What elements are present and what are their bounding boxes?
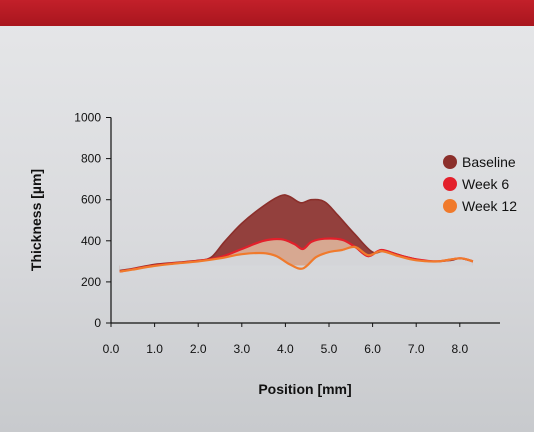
y-tick-label: 0 (94, 316, 101, 330)
y-axis-title: Thickness [µm] (28, 169, 44, 271)
legend: Baseline Week 6 Week 12 (443, 154, 517, 214)
x-axis-title: Position [mm] (258, 381, 351, 397)
legend-marker (443, 199, 457, 213)
x-tick-label: 6.0 (364, 342, 381, 356)
week-12-area (119, 246, 473, 272)
x-tick-label: 7.0 (408, 342, 425, 356)
x-tick-label: 0.0 (103, 342, 120, 356)
header-bar (0, 0, 534, 26)
y-tick-label: 800 (81, 152, 101, 166)
legend-marker (443, 177, 457, 191)
legend-label: Week 12 (462, 198, 517, 214)
legend-label: Week 6 (462, 176, 509, 192)
y-tick-label: 1000 (74, 111, 101, 125)
x-tick-label: 3.0 (233, 342, 250, 356)
y-tick-label: 400 (81, 234, 101, 248)
y-tick-label: 200 (81, 275, 101, 289)
x-tick-label: 4.0 (277, 342, 294, 356)
legend-label: Baseline (462, 154, 516, 170)
x-tick-label: 8.0 (451, 342, 468, 356)
x-ticks: 0.0 1.0 2.0 3.0 4.0 5.0 6.0 7.0 8.0 (103, 323, 468, 356)
y-tick-label: 600 (81, 193, 101, 207)
week-12-line (119, 245, 474, 273)
x-tick-label: 5.0 (321, 342, 338, 356)
x-tick-label: 1.0 (146, 342, 163, 356)
y-ticks: 0 200 400 600 800 1000 (74, 111, 111, 330)
legend-marker (443, 155, 457, 169)
series-lines (119, 194, 474, 273)
x-tick-label: 2.0 (190, 342, 207, 356)
